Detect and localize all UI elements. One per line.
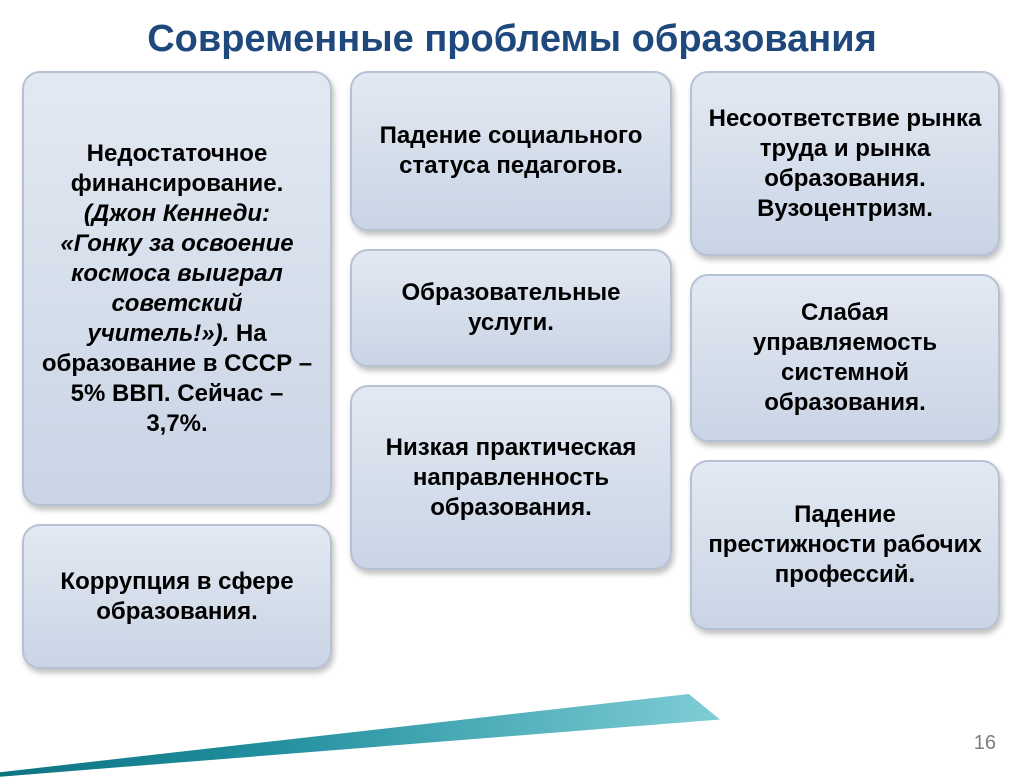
box-funding-text: Недостаточное финансирование. (Джон Кенн… [40, 139, 314, 439]
column-3: Несоответствие рынка труда и рынка образ… [690, 71, 1000, 669]
decorative-triangle [0, 694, 720, 779]
status-text: Падение социального статуса педагогов. [368, 121, 654, 181]
box-funding: Недостаточное финансирование. (Джон Кенн… [22, 71, 332, 506]
box-prestige: Падение престижности рабочих профессий. [690, 460, 1000, 630]
page-number: 16 [974, 732, 996, 755]
box-services: Образовательные услуги. [350, 249, 672, 367]
box-management: Слабая управляемость системной образован… [690, 274, 1000, 442]
column-2: Падение социального статуса педагогов. О… [350, 71, 672, 669]
services-text: Образовательные услуги. [368, 278, 654, 338]
prestige-text: Падение престижности рабочих профессий. [708, 500, 982, 590]
management-text: Слабая управляемость системной образован… [708, 298, 982, 418]
corruption-text: Коррупция в сфере образования. [40, 567, 314, 627]
box-practical: Низкая практическая направленность образ… [350, 385, 672, 570]
content-grid: Недостаточное финансирование. (Джон Кенн… [0, 71, 1024, 669]
box-corruption: Коррупция в сфере образования. [22, 524, 332, 669]
market-text: Несоответствие рынка труда и рынка образ… [708, 104, 982, 224]
box-status: Падение социального статуса педагогов. [350, 71, 672, 231]
funding-text-before: Недостаточное финансирование. [71, 140, 284, 197]
column-1: Недостаточное финансирование. (Джон Кенн… [22, 71, 332, 669]
box-market: Несоответствие рынка труда и рынка образ… [690, 71, 1000, 256]
slide-title: Современные проблемы образования [0, 0, 1024, 71]
practical-text: Низкая практическая направленность образ… [368, 433, 654, 523]
